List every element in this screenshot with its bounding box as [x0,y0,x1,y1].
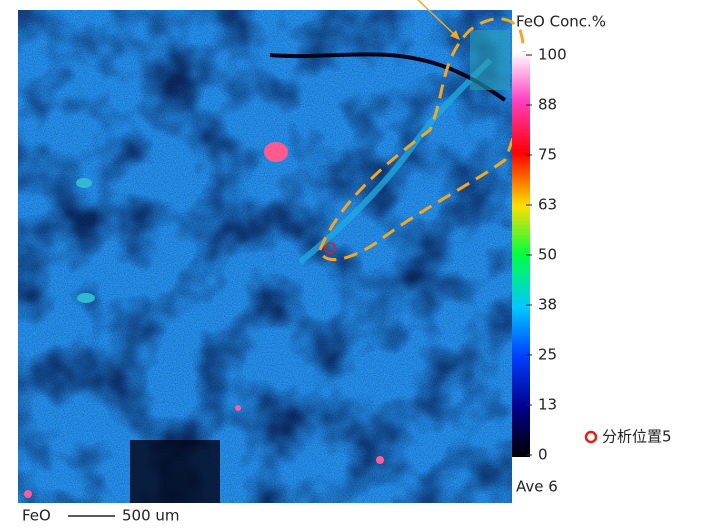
scale-length: 500 um [122,507,180,525]
analysis-point [324,242,336,254]
colorbar-tick-label: 75 [538,146,557,164]
arrow [417,0,457,37]
average-label: Ave 6 [516,478,558,496]
colorbar-tick-label: 38 [538,296,557,314]
colorbar-tick-label: 88 [538,96,557,114]
scale-element: FeO [22,507,51,525]
colorbar-tick-label: 50 [538,246,557,264]
legend-label: 分析位置5 [602,428,672,446]
colorbar-tick-label: 63 [538,196,557,214]
colorbar-title: FeO Conc.% [516,13,606,31]
colorbar-ticks: 100 88 75 63 50 38 25 13 0 [526,46,567,464]
region-outline [318,17,526,261]
colorbar-tick-label: 0 [538,446,548,464]
legend-marker [584,430,598,444]
element-map [18,10,512,503]
colorbar-tick-label: 100 [538,46,567,64]
colorbar-tick-label: 25 [538,346,557,364]
arrow-head [450,30,460,40]
color-bar [512,52,530,457]
colorbar-tick-label: 13 [538,396,557,414]
